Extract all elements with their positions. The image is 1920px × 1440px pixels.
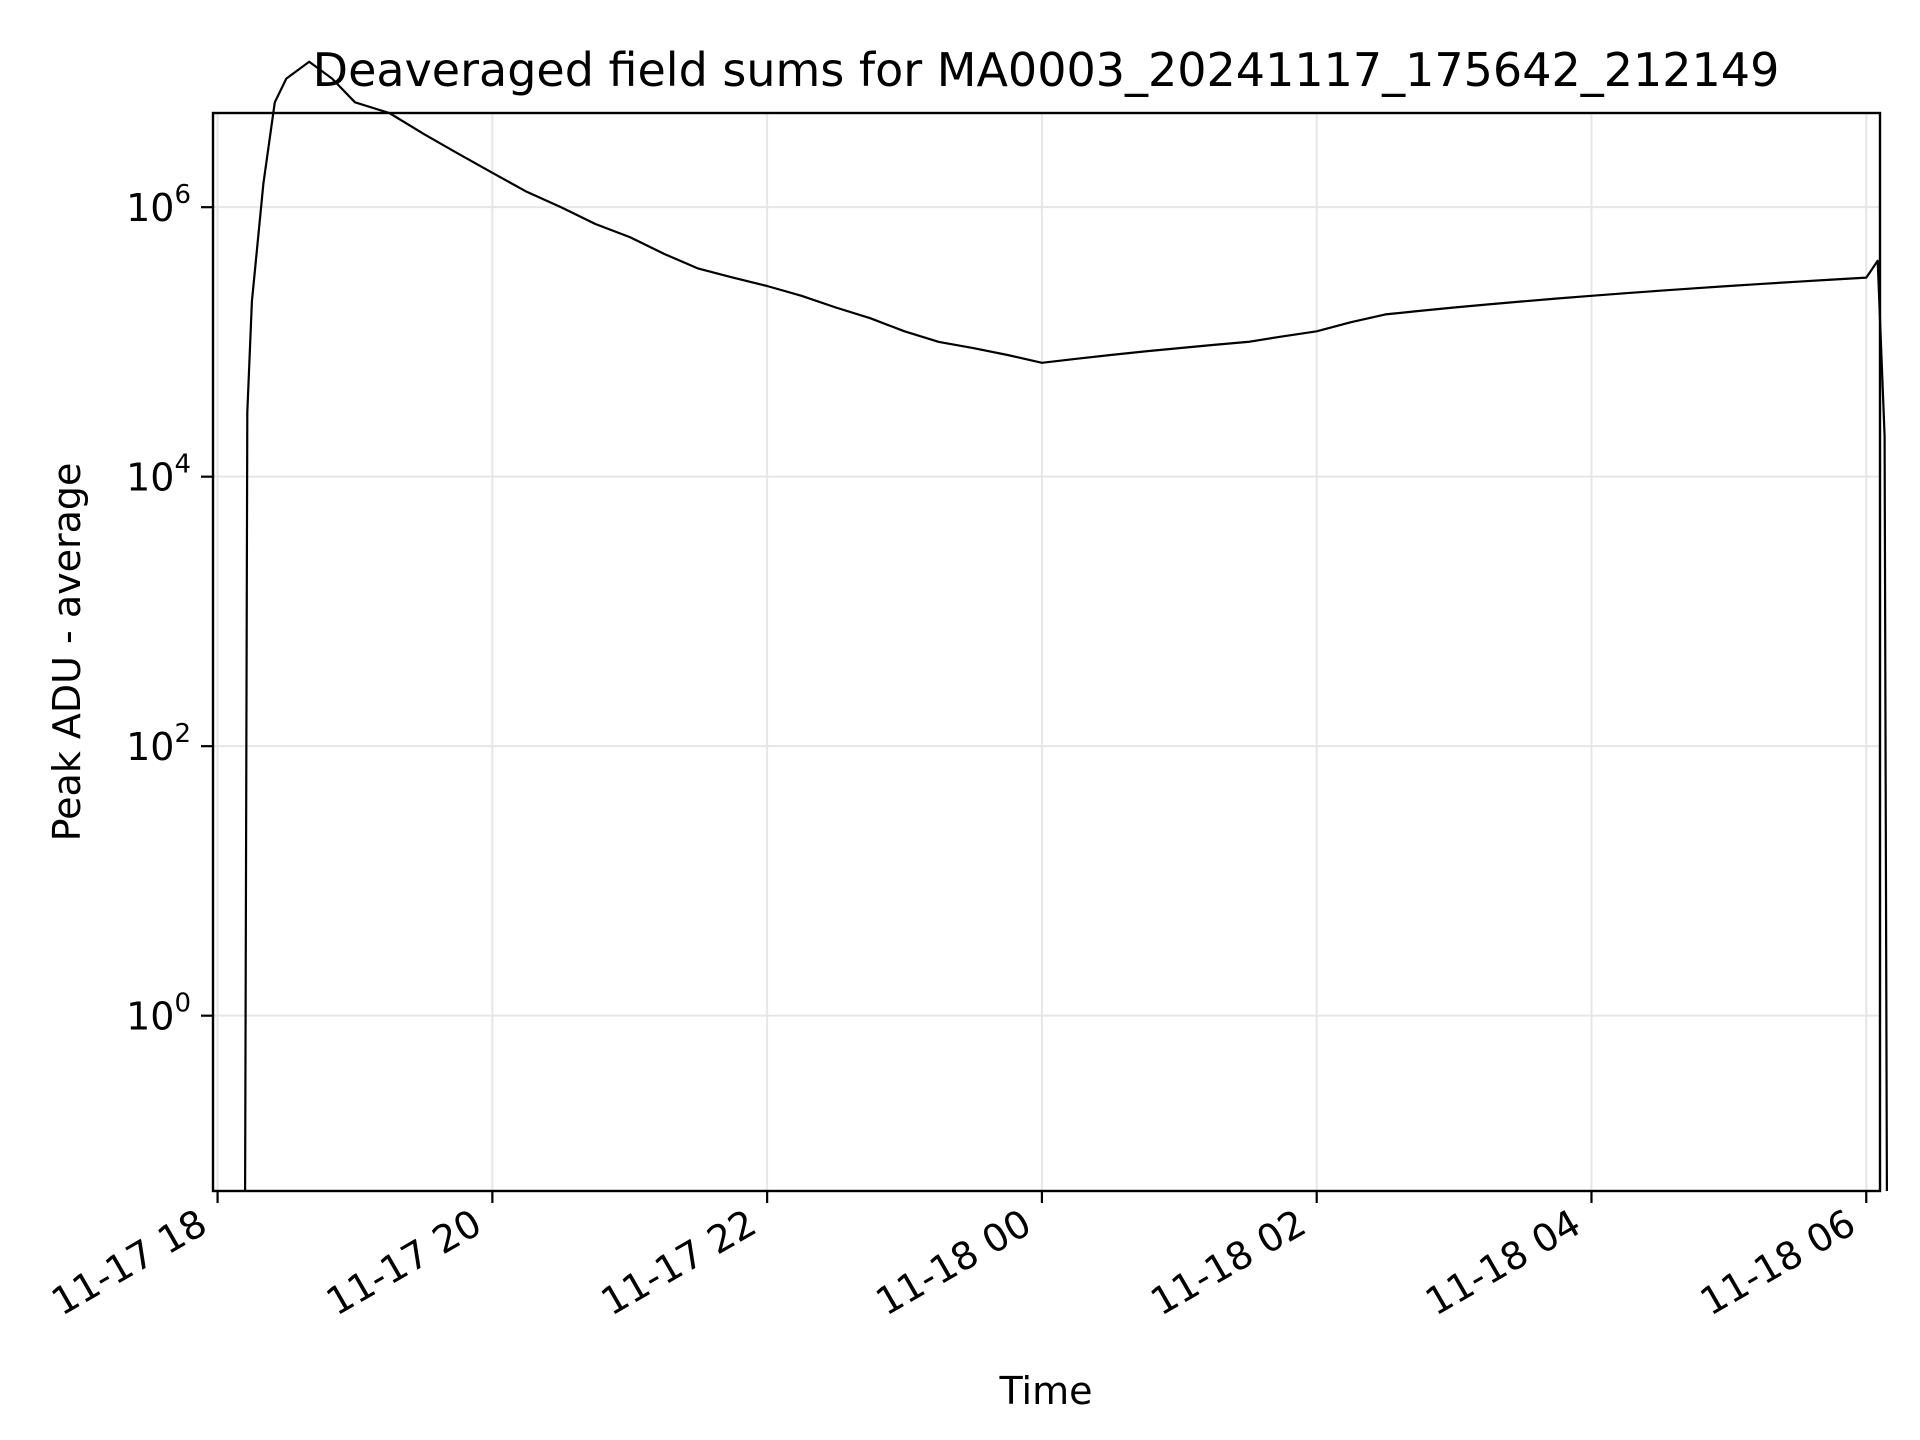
- y-axis-ticks: 100 102 104 106: [126, 180, 213, 1039]
- series-group: [244, 60, 1889, 1192]
- plot-area-frame: [211, 111, 1882, 1193]
- y-tick-label: 106: [126, 180, 191, 230]
- y-tick-label: 100: [126, 989, 191, 1039]
- y-tick-label: 104: [126, 450, 191, 500]
- series-line: [244, 60, 1889, 1192]
- y-axis-label: Peak ADU - average: [45, 463, 89, 842]
- y-tick-label: 102: [126, 719, 191, 769]
- chart-title: Deaveraged field sums for MA0003_2024111…: [313, 43, 1780, 97]
- x-axis-label: Time: [999, 1369, 1093, 1413]
- grid: [213, 113, 1880, 1191]
